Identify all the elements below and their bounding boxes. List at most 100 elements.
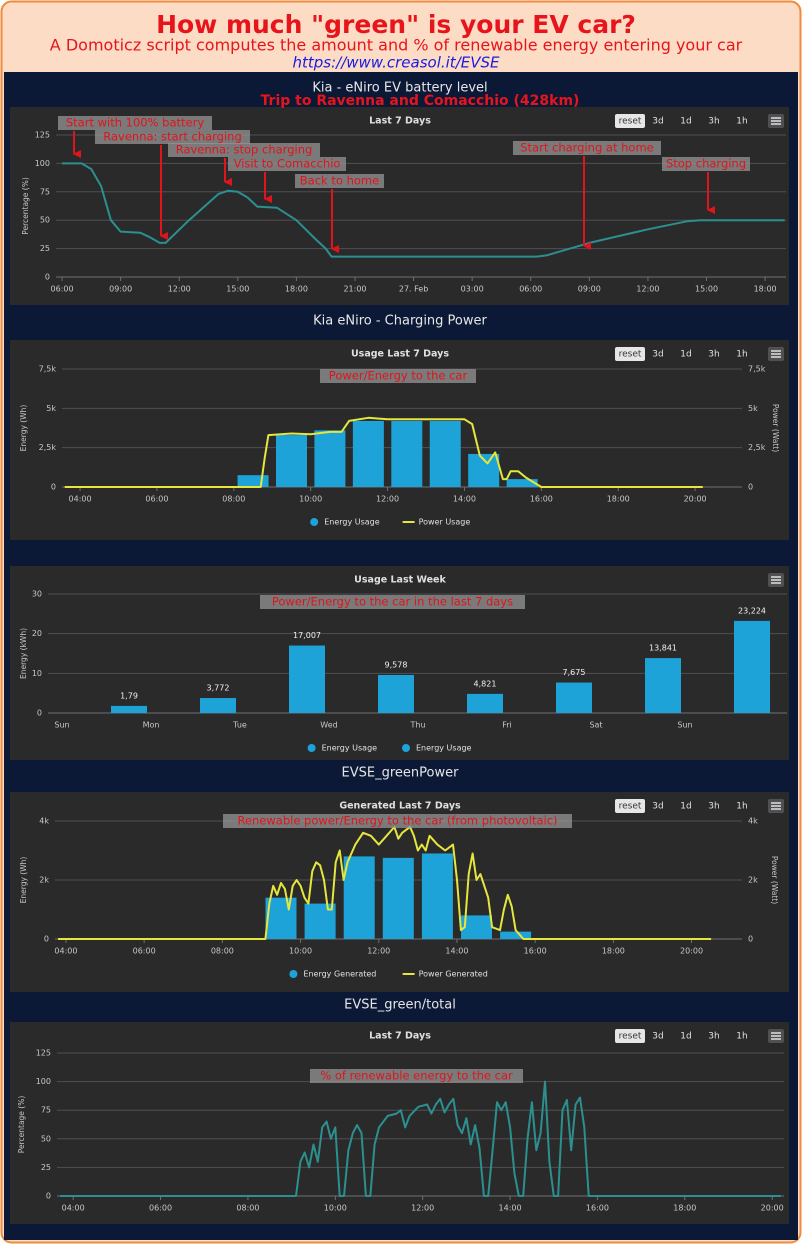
x-tick-label: Mon <box>143 721 160 730</box>
bar <box>275 435 307 487</box>
legend-label[interactable]: Energy Usage <box>416 744 472 753</box>
x-tick-label: 04:00 <box>69 495 92 504</box>
legend-label[interactable]: Power Usage <box>419 518 471 527</box>
y-axis-title: Energy (kWh) <box>19 628 28 679</box>
value-label: 9,578 <box>385 661 408 670</box>
zoom-button[interactable]: reset <box>619 350 642 360</box>
page-url[interactable]: https://www.creasol.it/EVSE <box>293 54 501 72</box>
zoom-button[interactable]: 1d <box>680 1032 691 1042</box>
annotation-box <box>228 157 346 171</box>
x-tick-label: 18:00 <box>673 1204 696 1213</box>
zoom-button[interactable]: 3d <box>652 1032 663 1042</box>
annotation-box <box>223 814 572 828</box>
legend-marker <box>402 744 410 752</box>
button-bg[interactable] <box>615 799 645 813</box>
bar <box>382 857 414 939</box>
legend-label[interactable]: Energy Usage <box>322 744 378 753</box>
chart-title: Usage Last Week <box>354 575 446 586</box>
y-tick-label: 10 <box>32 669 42 678</box>
line <box>60 1080 781 1197</box>
chart-title: Last 7 Days <box>369 116 431 127</box>
legend-label[interactable]: Power Generated <box>419 970 488 979</box>
y-tick-label: 0 <box>44 935 49 944</box>
x-tick-label: 15:00 <box>695 285 718 294</box>
annotation-box <box>513 141 661 155</box>
y-axis-title: Energy (Wh) <box>19 857 28 904</box>
button-bg[interactable] <box>615 347 645 361</box>
y-tick-label: 0 <box>46 1192 51 1201</box>
zoom-button[interactable]: 1h <box>736 117 747 127</box>
value-label: 4,821 <box>474 679 497 688</box>
y-tick-label: 20 <box>32 629 42 638</box>
zoom-button[interactable]: 3h <box>708 350 719 360</box>
x-tick-label: Sat <box>589 721 602 730</box>
zoom-button[interactable]: 1h <box>736 350 747 360</box>
zoom-button[interactable]: 1h <box>736 802 747 812</box>
legend-label[interactable]: Energy Usage <box>324 518 380 527</box>
y-tick-label: 100 <box>36 1077 51 1086</box>
page-subtitle: A Domoticz script computes the amount an… <box>50 36 743 55</box>
annotation-box <box>662 157 750 171</box>
zoom-button[interactable]: 3d <box>652 117 663 127</box>
x-tick-label: 09:00 <box>578 285 601 294</box>
annotation: Power/Energy to the car in the last 7 da… <box>272 595 513 609</box>
bar <box>265 897 297 939</box>
x-tick-label: 18:00 <box>285 285 308 294</box>
zoom-button[interactable]: 3h <box>708 802 719 812</box>
y2-tick-label: 0 <box>748 483 753 492</box>
zoom-button[interactable]: 3d <box>652 802 663 812</box>
zoom-button[interactable]: 3h <box>708 117 719 127</box>
zoom-button[interactable]: 1h <box>736 1032 747 1042</box>
y2-axis-title: Power (Watt) <box>771 404 780 452</box>
bar <box>343 856 375 939</box>
zoom-button[interactable]: 3d <box>652 350 663 360</box>
zoom-button[interactable]: 1d <box>680 802 691 812</box>
bar <box>506 479 538 487</box>
x-tick-label: 06:00 <box>145 495 168 504</box>
value-label: 17,007 <box>293 631 321 640</box>
zoom-button[interactable]: reset <box>619 802 642 812</box>
chart-title: Generated Last 7 Days <box>339 801 461 812</box>
zoom-button[interactable]: 1d <box>680 350 691 360</box>
bar <box>378 675 414 713</box>
x-tick-label: 16:00 <box>530 495 553 504</box>
zoom-button[interactable]: 3h <box>708 1032 719 1042</box>
x-tick-label: 09:00 <box>109 285 132 294</box>
legend-marker <box>289 970 298 978</box>
y-tick-label: 7,5k <box>39 365 57 374</box>
y2-axis-title: Power (Watt) <box>770 856 779 904</box>
y-tick-label: 25 <box>40 244 50 253</box>
bar <box>461 915 493 939</box>
button-bg[interactable] <box>615 114 645 128</box>
y-tick-label: 125 <box>36 1049 51 1058</box>
x-tick-label: 06:00 <box>149 1204 172 1213</box>
annotation: Start charging at home <box>520 141 654 155</box>
y-tick-label: 2k <box>39 876 49 885</box>
x-tick-label: 10:00 <box>324 1204 347 1213</box>
x-tick-label: 20:00 <box>680 947 703 956</box>
line <box>64 416 703 488</box>
value-label: 7,675 <box>563 668 586 677</box>
zoom-button[interactable]: reset <box>619 1032 642 1042</box>
bar <box>391 420 423 487</box>
y-tick-label: 100 <box>35 159 50 168</box>
x-tick-label: 12:00 <box>411 1204 434 1213</box>
x-tick-label: 12:00 <box>636 285 659 294</box>
x-tick-label: 12:00 <box>367 947 390 956</box>
bar <box>556 682 592 713</box>
annotation: Start with 100% battery <box>66 116 205 130</box>
value-label: 1,79 <box>120 691 138 700</box>
chart-title: Last 7 Days <box>369 1031 431 1042</box>
zoom-button[interactable]: reset <box>619 117 642 127</box>
x-tick-label: 18:00 <box>607 495 630 504</box>
legend-label[interactable]: Energy Generated <box>303 970 376 979</box>
button-bg[interactable] <box>615 1029 645 1043</box>
zoom-button[interactable]: 1d <box>680 117 691 127</box>
x-tick-label: Wed <box>320 721 337 730</box>
y-tick-label: 5k <box>46 404 56 413</box>
x-tick-label: 06:00 <box>133 947 156 956</box>
x-tick-label: Tue <box>232 721 247 730</box>
x-tick-label: 10:00 <box>289 947 312 956</box>
x-tick-label: 14:00 <box>445 947 468 956</box>
y-tick-label: 0 <box>51 483 56 492</box>
